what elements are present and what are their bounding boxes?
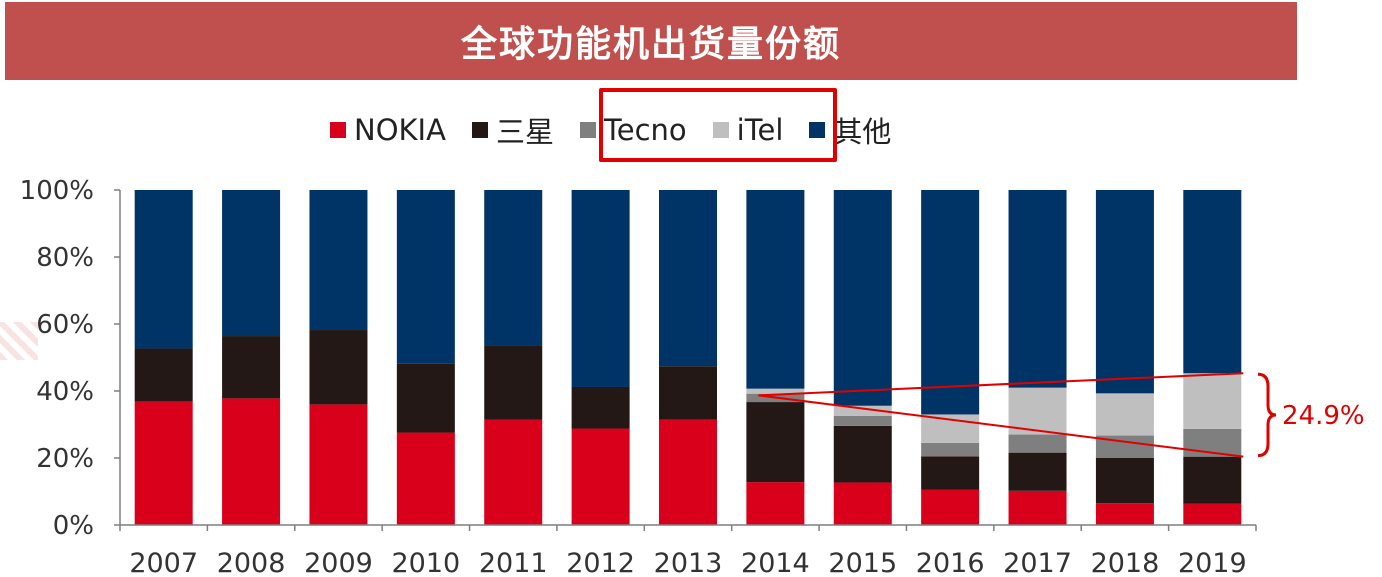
bar-segment-2017-1 (1008, 452, 1067, 491)
y-tick-label-4: 80% (36, 243, 94, 273)
legend-item-nokia: NOKIA (330, 113, 446, 147)
y-tick-label-2: 40% (36, 377, 94, 407)
bar-segment-2014-1 (746, 402, 805, 483)
bar-segment-2017-3 (1008, 387, 1067, 435)
legend-label-nokia: NOKIA (354, 113, 446, 147)
legend-swatch-tecno (579, 122, 596, 138)
bar-segment-2010-1 (396, 363, 455, 433)
legend-item-samsung: 三星 (471, 109, 554, 151)
annotation-layer: 24.9% (758, 372, 1365, 458)
bar-segment-2008-4 (222, 190, 281, 337)
bar-segment-2016-1 (921, 456, 980, 490)
legend-swatch-samsung (471, 122, 488, 138)
bar-segment-2015-3 (833, 405, 892, 416)
legend: NOKIA 三星 Tecno iTel 其他 (330, 106, 917, 154)
bar-segment-2019-1 (1183, 456, 1242, 504)
bar-segment-2012-4 (571, 190, 630, 387)
bar-segment-2011-0 (484, 419, 543, 525)
x-tick-label-2009: 2009 (304, 548, 373, 577)
x-tick-label-2013: 2013 (654, 548, 723, 577)
y-tick-label-1: 20% (36, 444, 94, 474)
y-tick-label-3: 60% (36, 310, 94, 340)
bar-segment-2007-0 (134, 401, 193, 525)
x-tick-label-2017: 2017 (1003, 548, 1072, 577)
watermark-blur (0, 322, 38, 360)
axes-layer: 2007 2008 2009 2010 2011 2012 2013 2014 2015 2016… (20, 176, 1257, 577)
bar-segment-2013-4 (659, 190, 717, 367)
bar-segment-2016-2 (921, 442, 980, 457)
bar-segment-2017-0 (1008, 490, 1067, 525)
bar-segment-2015-2 (833, 415, 892, 426)
legend-label-tecno: Tecno (603, 113, 687, 147)
legend-swatch-itel (712, 122, 729, 138)
x-tick-label-2018: 2018 (1091, 548, 1160, 577)
bar-segment-2019-4 (1183, 190, 1242, 374)
bar-segment-2014-4 (746, 190, 805, 389)
bar-segment-2010-4 (396, 190, 455, 364)
bar-segment-2017-2 (1008, 434, 1067, 453)
bar-segment-2016-0 (921, 489, 980, 525)
annotation-label: 24.9% (1282, 401, 1365, 431)
x-tick-label-2012: 2012 (566, 548, 635, 577)
bar-segment-2019-3 (1183, 373, 1242, 429)
x-tick-label-2011: 2011 (479, 548, 548, 577)
bar-segment-2008-1 (222, 336, 281, 399)
x-tick-label-2007: 2007 (129, 548, 198, 577)
bar-segment-2015-1 (833, 425, 892, 483)
bar-segment-2015-4 (833, 190, 892, 406)
bar-segment-2011-4 (484, 190, 543, 346)
bar-segment-2009-1 (309, 330, 368, 405)
chart-title: 全球功能机出货量份额 (460, 24, 841, 65)
legend-label-samsung: 三星 (495, 115, 554, 149)
bar-segment-2009-0 (309, 404, 368, 525)
legend-item-itel: iTel (712, 113, 784, 147)
bar-segment-2018-4 (1095, 190, 1154, 394)
legend-item-tecno: Tecno (579, 113, 687, 147)
bar-segment-2008-0 (222, 398, 281, 525)
legend-swatch-other (809, 122, 826, 138)
x-tick-label-2010: 2010 (391, 548, 460, 577)
bar-segment-2007-1 (134, 348, 193, 402)
bar-segment-2010-0 (396, 432, 455, 525)
bar-segment-2014-0 (746, 482, 805, 525)
x-tick-label-2008: 2008 (217, 548, 286, 577)
legend-label-other: 其他 (833, 115, 892, 149)
bar-segment-2019-0 (1183, 503, 1242, 525)
bar-segment-2011-1 (484, 345, 543, 420)
bar-segment-2016-4 (921, 190, 980, 415)
legend-swatch-nokia (330, 122, 346, 138)
bar-segment-2013-0 (659, 419, 717, 525)
bar-segment-2018-2 (1095, 435, 1154, 458)
annotation-bracket (1257, 372, 1277, 458)
annotation-line-bottom (758, 394, 1244, 458)
bars-layer (134, 190, 1242, 525)
bar-segment-2013-1 (659, 366, 717, 420)
bar-segment-2012-1 (571, 386, 630, 429)
bar-segment-2009-4 (309, 190, 368, 331)
bar-segment-2014-3 (746, 388, 805, 394)
bar-segment-2017-4 (1008, 190, 1067, 388)
bar-segment-2007-4 (134, 190, 193, 349)
x-tick-label-2016: 2016 (916, 548, 985, 577)
legend-highlight-box (599, 88, 837, 162)
bar-segment-2018-3 (1095, 393, 1154, 436)
x-tick-label-2019: 2019 (1178, 548, 1247, 577)
bar-segment-2018-0 (1095, 503, 1154, 525)
bar-segment-2015-0 (833, 482, 892, 525)
legend-label-itel: iTel (736, 113, 784, 147)
bar-segment-2012-0 (571, 428, 630, 525)
y-tick-label-5: 100% (20, 176, 94, 206)
bar-segment-2018-1 (1095, 458, 1154, 504)
legend-item-other: 其他 (809, 109, 891, 151)
y-tick-label-0: 0% (53, 511, 94, 541)
title-bar: 全球功能机出货量份额 (5, 2, 1297, 80)
x-tick-label-2015: 2015 (828, 548, 897, 577)
x-tick-label-2014: 2014 (741, 548, 810, 577)
annotation-line-top (758, 372, 1244, 397)
